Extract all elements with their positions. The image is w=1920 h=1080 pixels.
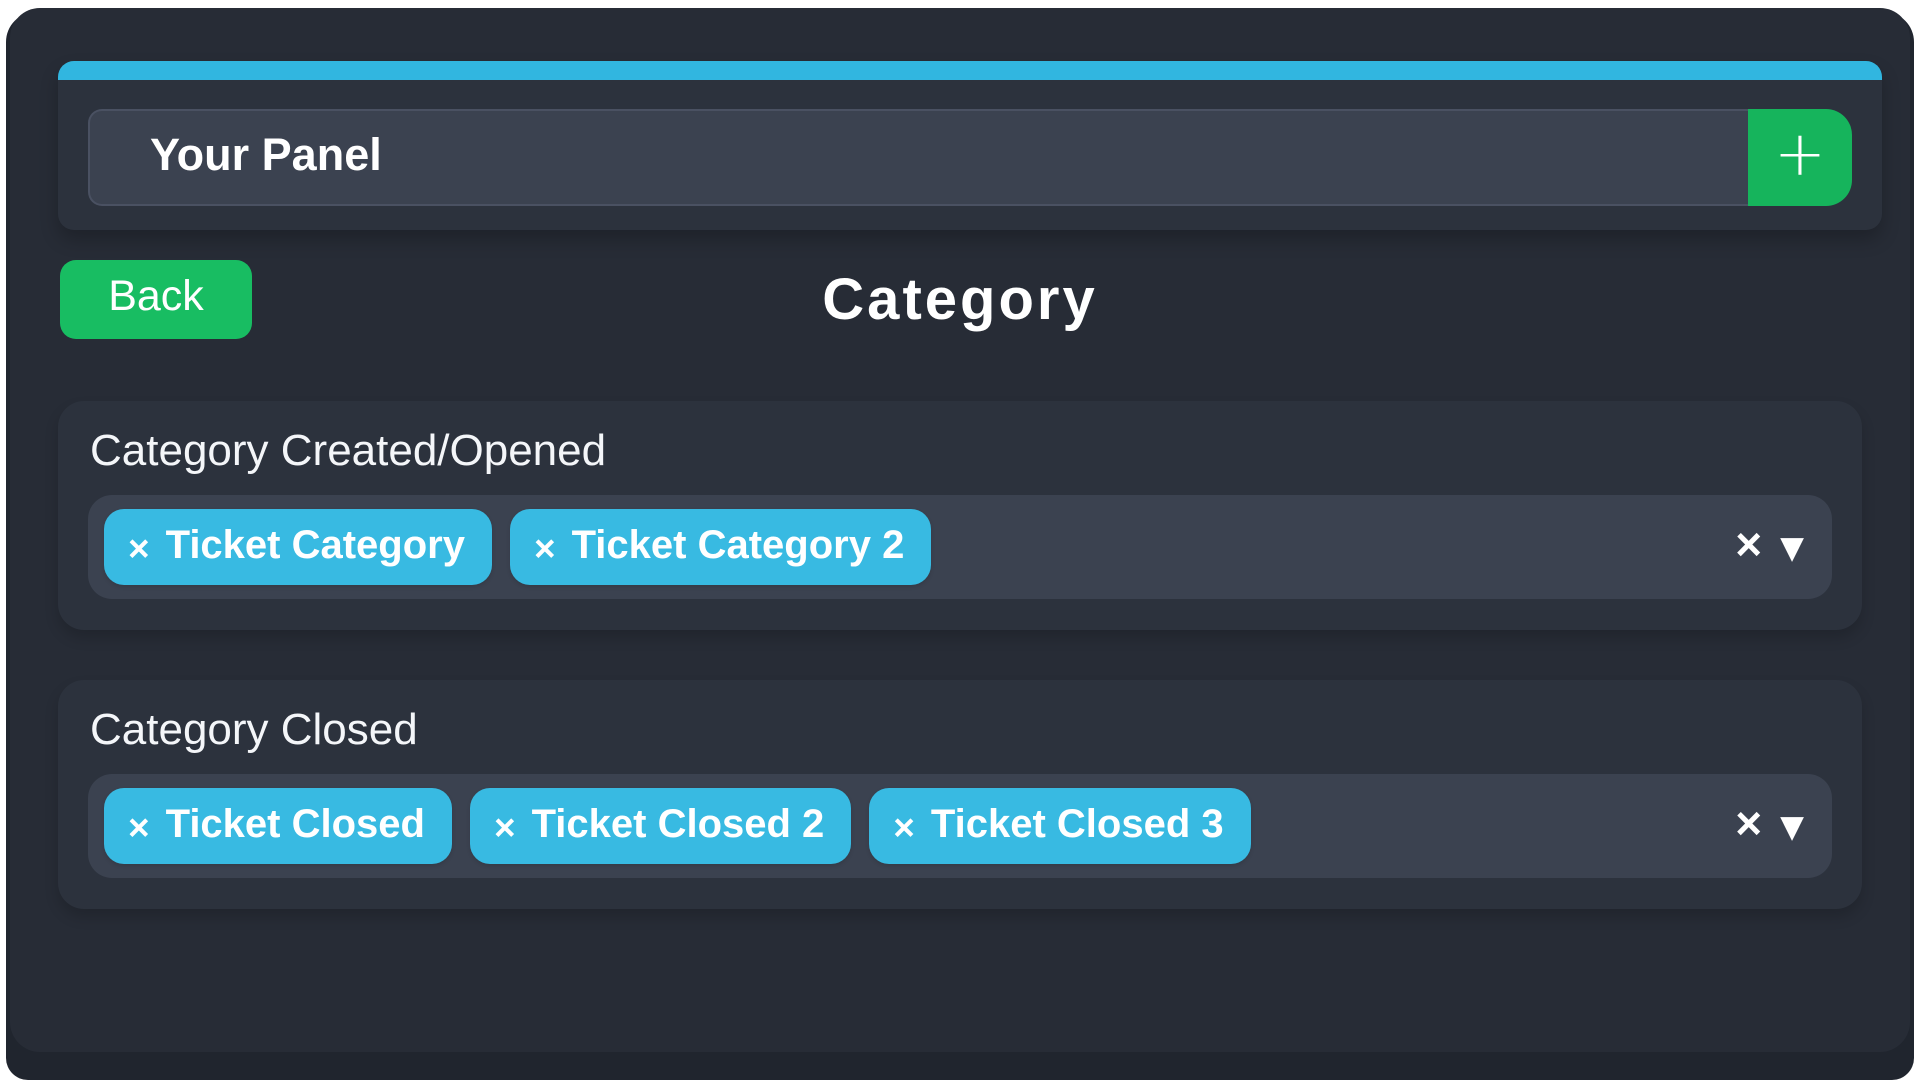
- back-button[interactable]: Back: [60, 260, 252, 339]
- selected-tags: × Ticket Category × Ticket Category 2: [104, 509, 1717, 585]
- page-title: Category: [822, 267, 1098, 332]
- remove-tag-icon[interactable]: ×: [493, 806, 516, 848]
- tag-pill[interactable]: × Ticket Category 2: [509, 509, 932, 585]
- tag-label: Ticket Category 2: [571, 522, 905, 567]
- tag-pill[interactable]: × Ticket Closed 3: [869, 788, 1251, 864]
- clear-all-icon[interactable]: ×: [1735, 518, 1763, 570]
- panel-header: +: [58, 61, 1882, 230]
- panel-title-input[interactable]: [88, 109, 1748, 206]
- accent-bar: [58, 61, 1882, 80]
- clear-all-icon[interactable]: ×: [1735, 797, 1763, 849]
- selected-tags: × Ticket Closed × Ticket Closed 2 × Ticket Cl…: [104, 788, 1717, 864]
- remove-tag-icon[interactable]: ×: [128, 527, 150, 569]
- add-button[interactable]: +: [1748, 109, 1852, 206]
- dropdown-caret-icon[interactable]: ▼: [1780, 808, 1804, 845]
- remove-tag-icon[interactable]: ×: [128, 806, 150, 848]
- category-section-card: Category Closed × Ticket Closed × Ticket Cl…: [58, 680, 1862, 909]
- tag-label: Ticket Closed 2: [531, 801, 825, 846]
- remove-tag-icon[interactable]: ×: [893, 806, 915, 848]
- sections-container: Category Created/Opened × Ticket Category…: [58, 401, 1862, 909]
- tag-pill[interactable]: × Ticket Closed: [104, 788, 452, 864]
- category-multiselect[interactable]: × Ticket Closed × Ticket Closed 2 × Ticket Cl…: [88, 774, 1832, 878]
- section-heading: Category Closed: [90, 705, 418, 754]
- remove-tag-icon[interactable]: ×: [533, 527, 556, 569]
- category-multiselect[interactable]: × Ticket Category × Ticket Category 2 × ▼: [88, 495, 1832, 599]
- app-panel: + Category Back Category Created/Opened …: [10, 8, 1910, 1052]
- category-section-card: Category Created/Opened × Ticket Category…: [58, 401, 1862, 630]
- tag-label: Ticket Closed 3: [930, 801, 1224, 846]
- panel-title-row: +: [88, 109, 1852, 206]
- tag-label: Ticket Closed: [165, 801, 425, 846]
- section-heading: Category Created/Opened: [90, 426, 607, 475]
- nav-row: Category Back: [10, 252, 1910, 347]
- dropdown-caret-icon[interactable]: ▼: [1780, 529, 1804, 566]
- tag-pill[interactable]: × Ticket Category: [104, 509, 492, 585]
- tag-pill[interactable]: × Ticket Closed 2: [469, 788, 852, 864]
- tag-label: Ticket Category: [165, 522, 465, 567]
